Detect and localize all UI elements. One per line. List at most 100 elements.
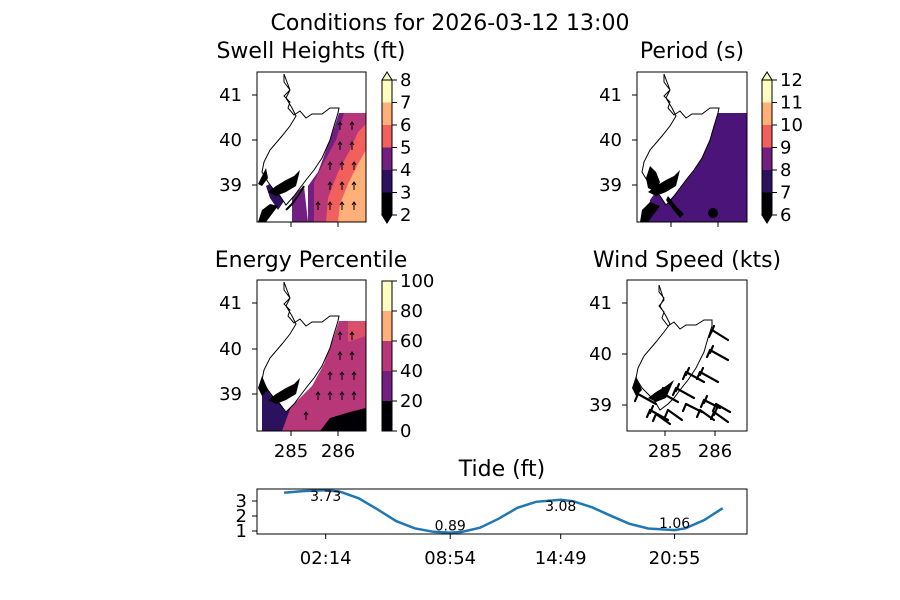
wind-speed-map	[627, 280, 747, 431]
tide-annotation: 0.89	[435, 519, 466, 535]
tide-title: Tide (ft)	[458, 457, 546, 482]
colorbar-tick-label: 8	[780, 160, 791, 181]
figure-title: Conditions for 2026-03-12 13:00	[271, 11, 630, 36]
colorbar-segment	[382, 147, 392, 170]
tide-xticks: 02:14 08:54 14:49 20:55	[300, 534, 701, 569]
colorbar-tick-label: 5	[400, 138, 411, 159]
wind-speed-yticks: 41 40 39	[589, 293, 627, 416]
colorbar-tick-label: 0	[400, 421, 411, 442]
energy-percentile-xticks: 285 286	[274, 431, 355, 462]
swell-heights-title: Swell Heights (ft)	[216, 39, 405, 64]
colorbar-tick-label: 7	[780, 183, 791, 204]
energy-percentile-map	[257, 280, 366, 431]
colorbar-tick-label: 80	[400, 301, 423, 322]
colorbar-tick-label: 4	[400, 160, 411, 181]
colorbar-tick-label: 40	[400, 361, 423, 382]
y-tick-label: 40	[589, 344, 612, 365]
tide-plot-area	[283, 489, 724, 534]
energy-percentile-yticks: 41 40 39	[219, 293, 257, 405]
energy-percentile-land	[258, 281, 340, 413]
x-tick-label: 20:55	[649, 548, 701, 569]
colorbar-segment	[762, 102, 772, 125]
tide-axes	[256, 488, 748, 535]
colorbar-segment	[382, 102, 392, 125]
colorbar-tick-label: 12	[780, 70, 803, 91]
colorbar-segment	[762, 147, 772, 170]
wind-speed-xticks: 285 286	[648, 431, 732, 462]
y-tick-label: 41	[599, 85, 622, 106]
swell-heights-panel: Swell Heights (ft)	[216, 39, 411, 227]
tide-yticks: 123	[236, 491, 257, 542]
colorbar-tick-label: 2	[400, 205, 411, 226]
period-yticks: 41 40 39	[599, 85, 637, 196]
colorbar-tick-label: 20	[400, 391, 423, 412]
colorbar-tick-label: 10	[780, 115, 803, 136]
y-tick-label: 41	[219, 293, 242, 314]
colorbar-segment	[382, 192, 392, 215]
swell-heights-yticks: 41 40 39	[219, 85, 257, 196]
period-land	[640, 73, 720, 222]
y-tick-label: 40	[219, 339, 242, 360]
y-tick-label: 39	[219, 384, 242, 405]
tide-annotation: 3.08	[545, 499, 576, 515]
colorbar-extend-max	[381, 71, 393, 81]
colorbar-tick-label: 6	[400, 115, 411, 136]
period-title: Period (s)	[640, 39, 744, 64]
y-tick-label: 41	[219, 85, 242, 106]
colorbar-segment	[382, 371, 392, 401]
colorbar-segment	[382, 281, 392, 311]
colorbar-segment	[762, 192, 772, 215]
tide-panel: Tide (ft) 123 02:14 08:54 14:49 20:55 3.73 0…	[236, 457, 748, 569]
colorbar-segment	[762, 125, 772, 148]
colorbar-segment	[382, 170, 392, 193]
y-tick-label: 2	[236, 506, 247, 527]
x-tick-label: 286	[321, 441, 355, 462]
colorbar-segment	[762, 170, 772, 193]
tide-line	[283, 489, 724, 534]
colorbar-extend-min	[381, 214, 393, 224]
tide-annotation: 1.06	[659, 516, 690, 532]
energy-direction-arrows	[303, 331, 357, 420]
swell-heights-map	[257, 72, 366, 222]
x-tick-label: 08:54	[424, 548, 476, 569]
energy-percentile-panel: Energy Percentile	[215, 248, 435, 462]
colorbar-tick-label: 3	[400, 183, 411, 204]
colorbar-segment	[382, 125, 392, 148]
tide-annotations: 3.73 0.89 3.08 1.06	[310, 489, 690, 535]
energy-percentile-title: Energy Percentile	[215, 248, 408, 273]
colorbar-segment	[382, 401, 392, 431]
x-tick-label: 14:49	[535, 548, 587, 569]
energy-percentile-colorbar: 0 20 40 60 80 100	[381, 271, 434, 442]
wind-speed-title: Wind Speed (kts)	[593, 248, 781, 273]
y-tick-label: 39	[219, 175, 242, 196]
wind-barbs	[633, 324, 732, 426]
colorbar-tick-label: 9	[780, 138, 791, 159]
colorbar-tick-label: 6	[780, 205, 791, 226]
colorbar-extend-max	[761, 71, 773, 81]
colorbar-tick-label: 7	[400, 93, 411, 114]
y-tick-label: 39	[599, 175, 622, 196]
y-tick-label: 41	[589, 293, 612, 314]
period-map	[637, 72, 747, 222]
colorbar-outline	[381, 280, 393, 432]
x-tick-label: 286	[698, 441, 732, 462]
y-tick-label: 1	[236, 521, 247, 542]
colorbar-tick-label: 60	[400, 331, 423, 352]
y-tick-label: 39	[589, 395, 612, 416]
colorbar-tick-label: 8	[400, 70, 411, 91]
colorbar-segment	[762, 80, 772, 103]
colorbar-segment	[382, 311, 392, 341]
y-tick-label: 3	[236, 491, 247, 512]
x-tick-label: 285	[648, 441, 682, 462]
tide-annotation: 3.73	[310, 489, 341, 505]
colorbar-segment	[382, 341, 392, 371]
colorbar-extend-min	[761, 214, 773, 224]
swell-heights-land	[258, 73, 340, 222]
colorbar-tick-label: 11	[780, 93, 803, 114]
colorbar-segment	[382, 80, 392, 103]
x-tick-label: 02:14	[300, 548, 352, 569]
